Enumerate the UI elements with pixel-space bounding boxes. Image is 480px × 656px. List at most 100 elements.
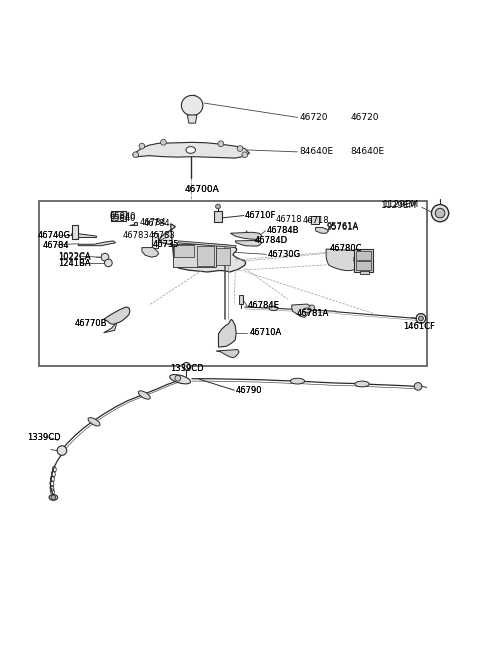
Text: 46700A: 46700A [184,185,219,194]
Circle shape [160,140,166,145]
Bar [311,216,320,224]
Text: 46735: 46735 [153,239,180,249]
Text: 46770B: 46770B [75,319,108,328]
Ellipse shape [88,418,100,426]
Text: 46781A: 46781A [297,309,329,318]
Ellipse shape [138,391,150,400]
Text: 46783: 46783 [149,231,176,240]
Text: 46740G: 46740G [38,231,71,239]
Text: 46710F: 46710F [245,211,276,220]
Polygon shape [132,142,250,158]
Circle shape [435,209,445,218]
Ellipse shape [49,495,58,501]
Text: 84640E: 84640E [350,148,384,156]
Circle shape [133,152,139,157]
Text: 1022CA: 1022CA [58,252,91,260]
Bar [356,251,371,260]
Bar [197,246,214,266]
Circle shape [414,382,422,390]
Text: 46718: 46718 [276,215,302,224]
Text: 1129EM: 1129EM [381,201,417,210]
Text: 46784: 46784 [144,219,170,228]
Text: 46780C: 46780C [330,244,362,253]
Text: 46770B: 46770B [75,319,108,328]
Ellipse shape [269,306,278,310]
Circle shape [101,253,109,261]
Text: 46720: 46720 [350,113,379,122]
Text: 84640E: 84640E [300,148,334,156]
Text: 1339CD: 1339CD [170,364,204,373]
Circle shape [216,204,220,209]
Polygon shape [129,222,137,225]
Text: 46730G: 46730G [268,251,301,259]
Bar [39,201,427,366]
Text: 46784B: 46784B [266,226,299,236]
Text: 1241BA: 1241BA [58,259,91,268]
Text: 46710A: 46710A [250,328,282,337]
Polygon shape [235,240,262,246]
Bar [214,211,222,222]
Bar [354,249,373,272]
Polygon shape [326,249,357,270]
Text: 46784D: 46784D [254,236,288,245]
Circle shape [57,445,67,455]
Text: 46720: 46720 [300,113,328,122]
Circle shape [139,143,145,149]
Polygon shape [104,323,117,333]
Text: 46784E: 46784E [248,302,279,310]
Circle shape [432,205,449,222]
Polygon shape [218,319,236,347]
Circle shape [218,141,224,146]
Text: 46784E: 46784E [248,302,279,310]
Bar [152,234,157,247]
Circle shape [419,316,423,321]
Text: 46790: 46790 [235,386,262,395]
Polygon shape [78,241,116,246]
Text: 46784B: 46784B [266,226,299,236]
Text: 46784D: 46784D [254,236,288,245]
Ellipse shape [170,375,191,384]
Polygon shape [178,241,236,247]
Polygon shape [230,232,262,239]
Ellipse shape [290,379,305,384]
Text: 46780C: 46780C [330,244,362,253]
Polygon shape [292,304,312,318]
Bar [239,295,243,304]
Polygon shape [142,247,158,257]
Circle shape [105,259,112,267]
Text: 1461CF: 1461CF [403,321,434,331]
Text: 95840: 95840 [109,214,136,223]
Text: 1129EM: 1129EM [383,201,420,209]
Text: 95840: 95840 [109,213,136,222]
Ellipse shape [186,146,195,154]
Text: 46700A: 46700A [184,185,219,194]
Bar [72,225,78,239]
Circle shape [309,305,315,311]
Text: 46710A: 46710A [250,328,282,337]
Text: 46784: 46784 [43,241,70,250]
Text: 46783: 46783 [122,231,149,240]
Polygon shape [104,307,130,324]
Bar [216,247,230,265]
Circle shape [175,375,180,381]
Text: 95761A: 95761A [326,223,359,232]
Polygon shape [316,228,328,234]
Polygon shape [187,115,197,123]
Text: 95761A: 95761A [326,222,359,231]
Polygon shape [158,224,246,272]
Text: 46735: 46735 [153,239,180,249]
Circle shape [51,495,56,500]
Text: 46710F: 46710F [245,211,276,220]
Bar [173,244,216,267]
Text: 46740G: 46740G [38,231,71,239]
Text: 1339CD: 1339CD [170,364,204,373]
Circle shape [182,363,190,370]
Bar [174,245,193,257]
Text: 1022CA: 1022CA [58,253,91,262]
Text: 46784: 46784 [43,241,70,250]
Text: 46790: 46790 [235,386,262,395]
Text: 46718: 46718 [302,216,329,225]
Text: 46730G: 46730G [268,251,301,259]
Circle shape [237,146,243,152]
Text: 1461CF: 1461CF [403,321,434,331]
